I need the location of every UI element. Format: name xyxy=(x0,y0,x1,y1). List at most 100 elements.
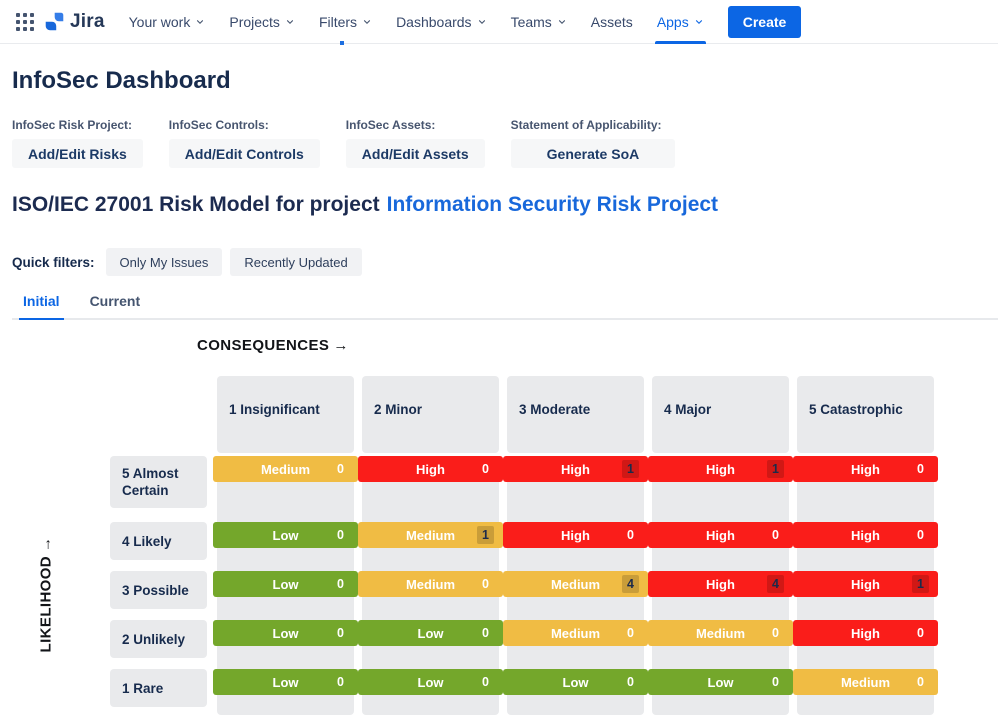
risk-cell[interactable]: Low 0 xyxy=(358,669,503,695)
add-edit-risks-button[interactable]: Add/Edit Risks xyxy=(12,139,143,168)
risk-cell[interactable]: Low 0 xyxy=(358,620,503,646)
add-edit-assets-button[interactable]: Add/Edit Assets xyxy=(345,139,485,168)
risk-cell[interactable]: Medium 0 xyxy=(793,669,938,695)
risk-cell[interactable]: Low 0 xyxy=(213,620,358,646)
consequence-column-header: 3 Moderate xyxy=(507,376,644,453)
add-edit-controls-button[interactable]: Add/Edit Controls xyxy=(168,139,320,168)
risk-cell[interactable]: Low 0 xyxy=(213,669,358,695)
risk-level-label: Low xyxy=(417,625,444,641)
risk-cell[interactable]: High 0 xyxy=(503,522,648,548)
likelihood-row-label: 4 Likely xyxy=(110,522,207,560)
create-button[interactable]: Create xyxy=(727,5,802,38)
matrix-column-body: High 1 High 0 Medium 4 Medium 0 Low 0 xyxy=(503,456,648,715)
nav-dashboards[interactable]: Dashboards xyxy=(384,0,499,44)
nav-projects[interactable]: Projects xyxy=(217,0,307,44)
risk-cell[interactable]: Medium 0 xyxy=(358,571,503,597)
matrix-columns: 1 Insignificant Medium 0 Low 0 Low 0 Low 0 Low 0 2 … xyxy=(213,376,938,715)
risk-cell[interactable]: High 1 xyxy=(503,456,648,482)
quick-filters-label: Quick filters: xyxy=(12,254,95,270)
risk-level-label: Medium xyxy=(260,461,311,477)
risk-cell[interactable]: Low 0 xyxy=(503,669,648,695)
risk-cell[interactable]: Low 0 xyxy=(648,669,793,695)
risk-count: 0 xyxy=(482,462,489,476)
risk-level-label: High xyxy=(561,461,590,477)
matrix-column-body: High 0 High 0 High 1 High 0 Medium 0 xyxy=(793,456,938,715)
chevron-down-icon xyxy=(197,19,204,24)
matrix-column: 3 Moderate High 1 High 0 Medium 4 Medium 0 Low 0 xyxy=(503,376,648,715)
consequence-column-header: 2 Minor xyxy=(362,376,499,453)
risk-count: 4 xyxy=(767,575,784,593)
generate-soa-button[interactable]: Generate SoA xyxy=(510,139,676,168)
tab-current[interactable]: Current xyxy=(89,293,141,309)
nav-menu: Your work Projects Filters Dashboards Te… xyxy=(117,0,802,44)
recently-updated-filter[interactable]: Recently Updated xyxy=(230,248,362,276)
likelihood-row-label: 2 Unlikely xyxy=(110,620,207,658)
risk-count: 0 xyxy=(337,675,344,689)
risk-count: 0 xyxy=(772,626,779,640)
risk-level-label: High xyxy=(706,461,735,477)
consequence-column-header: 1 Insignificant xyxy=(217,376,354,453)
risk-cell[interactable]: High 1 xyxy=(793,571,938,597)
risk-count: 0 xyxy=(917,626,924,640)
risk-cell[interactable]: High 0 xyxy=(358,456,503,482)
tab-initial[interactable]: Initial xyxy=(19,293,64,320)
nav-filters[interactable]: Filters xyxy=(307,0,384,44)
risk-cell[interactable]: High 1 xyxy=(648,456,793,482)
chevron-down-icon xyxy=(478,19,485,24)
risk-level-label: Medium xyxy=(550,625,601,641)
risk-cell[interactable]: Low 0 xyxy=(213,571,358,597)
risk-project-group: InfoSec Risk Project: Add/Edit Risks xyxy=(12,118,143,168)
top-navigation: Jira Your work Projects Filters Dashboar… xyxy=(0,0,998,45)
risk-cell[interactable]: Medium 0 xyxy=(213,456,358,482)
risk-level-label: High xyxy=(416,461,445,477)
risk-cell[interactable]: High 4 xyxy=(648,571,793,597)
jira-logo[interactable]: Jira xyxy=(44,11,105,33)
dashboard-content: InfoSec Dashboard InfoSec Risk Project: … xyxy=(0,67,998,725)
risk-cell[interactable]: High 0 xyxy=(648,522,793,548)
risk-cell[interactable]: Medium 4 xyxy=(503,571,648,597)
nav-teams[interactable]: Teams xyxy=(499,0,579,44)
risk-model-heading: ISO/IEC 27001 Risk Model for project Info… xyxy=(12,193,719,216)
risk-count: 0 xyxy=(917,462,924,476)
nav-assets[interactable]: Assets xyxy=(590,13,633,30)
matrix-column: 2 Minor High 0 Medium 1 Medium 0 Low 0 Low 0 xyxy=(358,376,503,715)
risk-cell[interactable]: Medium 0 xyxy=(503,620,648,646)
soa-group: Statement of Applicability: Generate SoA xyxy=(510,118,676,168)
project-link[interactable]: Information Security Risk Project xyxy=(386,193,719,216)
risk-cell[interactable]: Medium 1 xyxy=(358,522,503,548)
likelihood-row-label: 5 Almost Certain xyxy=(110,456,207,508)
risk-level-label: High xyxy=(851,576,880,592)
right-arrow-icon: → xyxy=(333,337,349,354)
risk-cell[interactable]: Medium 0 xyxy=(648,620,793,646)
only-my-issues-filter[interactable]: Only My Issues xyxy=(105,248,223,276)
matrix-column-body: Medium 0 Low 0 Low 0 Low 0 Low 0 xyxy=(213,456,358,715)
jira-mark-icon xyxy=(45,12,64,31)
likelihood-row-labels: 5 Almost Certain 4 Likely 3 Possible 2 Unli… xyxy=(110,456,207,718)
risk-cell[interactable]: High 0 xyxy=(793,620,938,646)
partially-scrolled-element-edge xyxy=(340,41,344,45)
risk-count: 0 xyxy=(627,675,634,689)
risk-cell[interactable]: Low 0 xyxy=(213,522,358,548)
risk-cell[interactable]: High 0 xyxy=(793,456,938,482)
app-switcher-button[interactable] xyxy=(10,8,40,36)
risk-level-label: High xyxy=(851,625,880,641)
group-label: InfoSec Assets: xyxy=(345,118,436,132)
assets-group: InfoSec Assets: Add/Edit Assets xyxy=(345,118,485,168)
risk-level-label: Medium xyxy=(405,527,456,543)
risk-count: 0 xyxy=(337,528,344,542)
page-title: InfoSec Dashboard xyxy=(12,67,231,94)
risk-count: 0 xyxy=(917,675,924,689)
risk-count: 0 xyxy=(482,675,489,689)
risk-cell[interactable]: High 0 xyxy=(793,522,938,548)
risk-level-label: High xyxy=(851,527,880,543)
risk-level-label: Low xyxy=(562,674,589,690)
matrix-column-body: High 1 High 0 High 4 Medium 0 Low 0 xyxy=(648,456,793,715)
nav-apps[interactable]: Apps xyxy=(645,0,716,44)
group-label: InfoSec Controls: xyxy=(168,118,269,132)
risk-count: 0 xyxy=(482,626,489,640)
risk-count: 0 xyxy=(772,675,779,689)
nav-your-work[interactable]: Your work xyxy=(117,0,218,44)
group-label: Statement of Applicability: xyxy=(510,118,662,132)
action-button-groups: InfoSec Risk Project: Add/Edit Risks Inf… xyxy=(12,118,998,168)
consequence-column-header: 4 Major xyxy=(652,376,789,453)
